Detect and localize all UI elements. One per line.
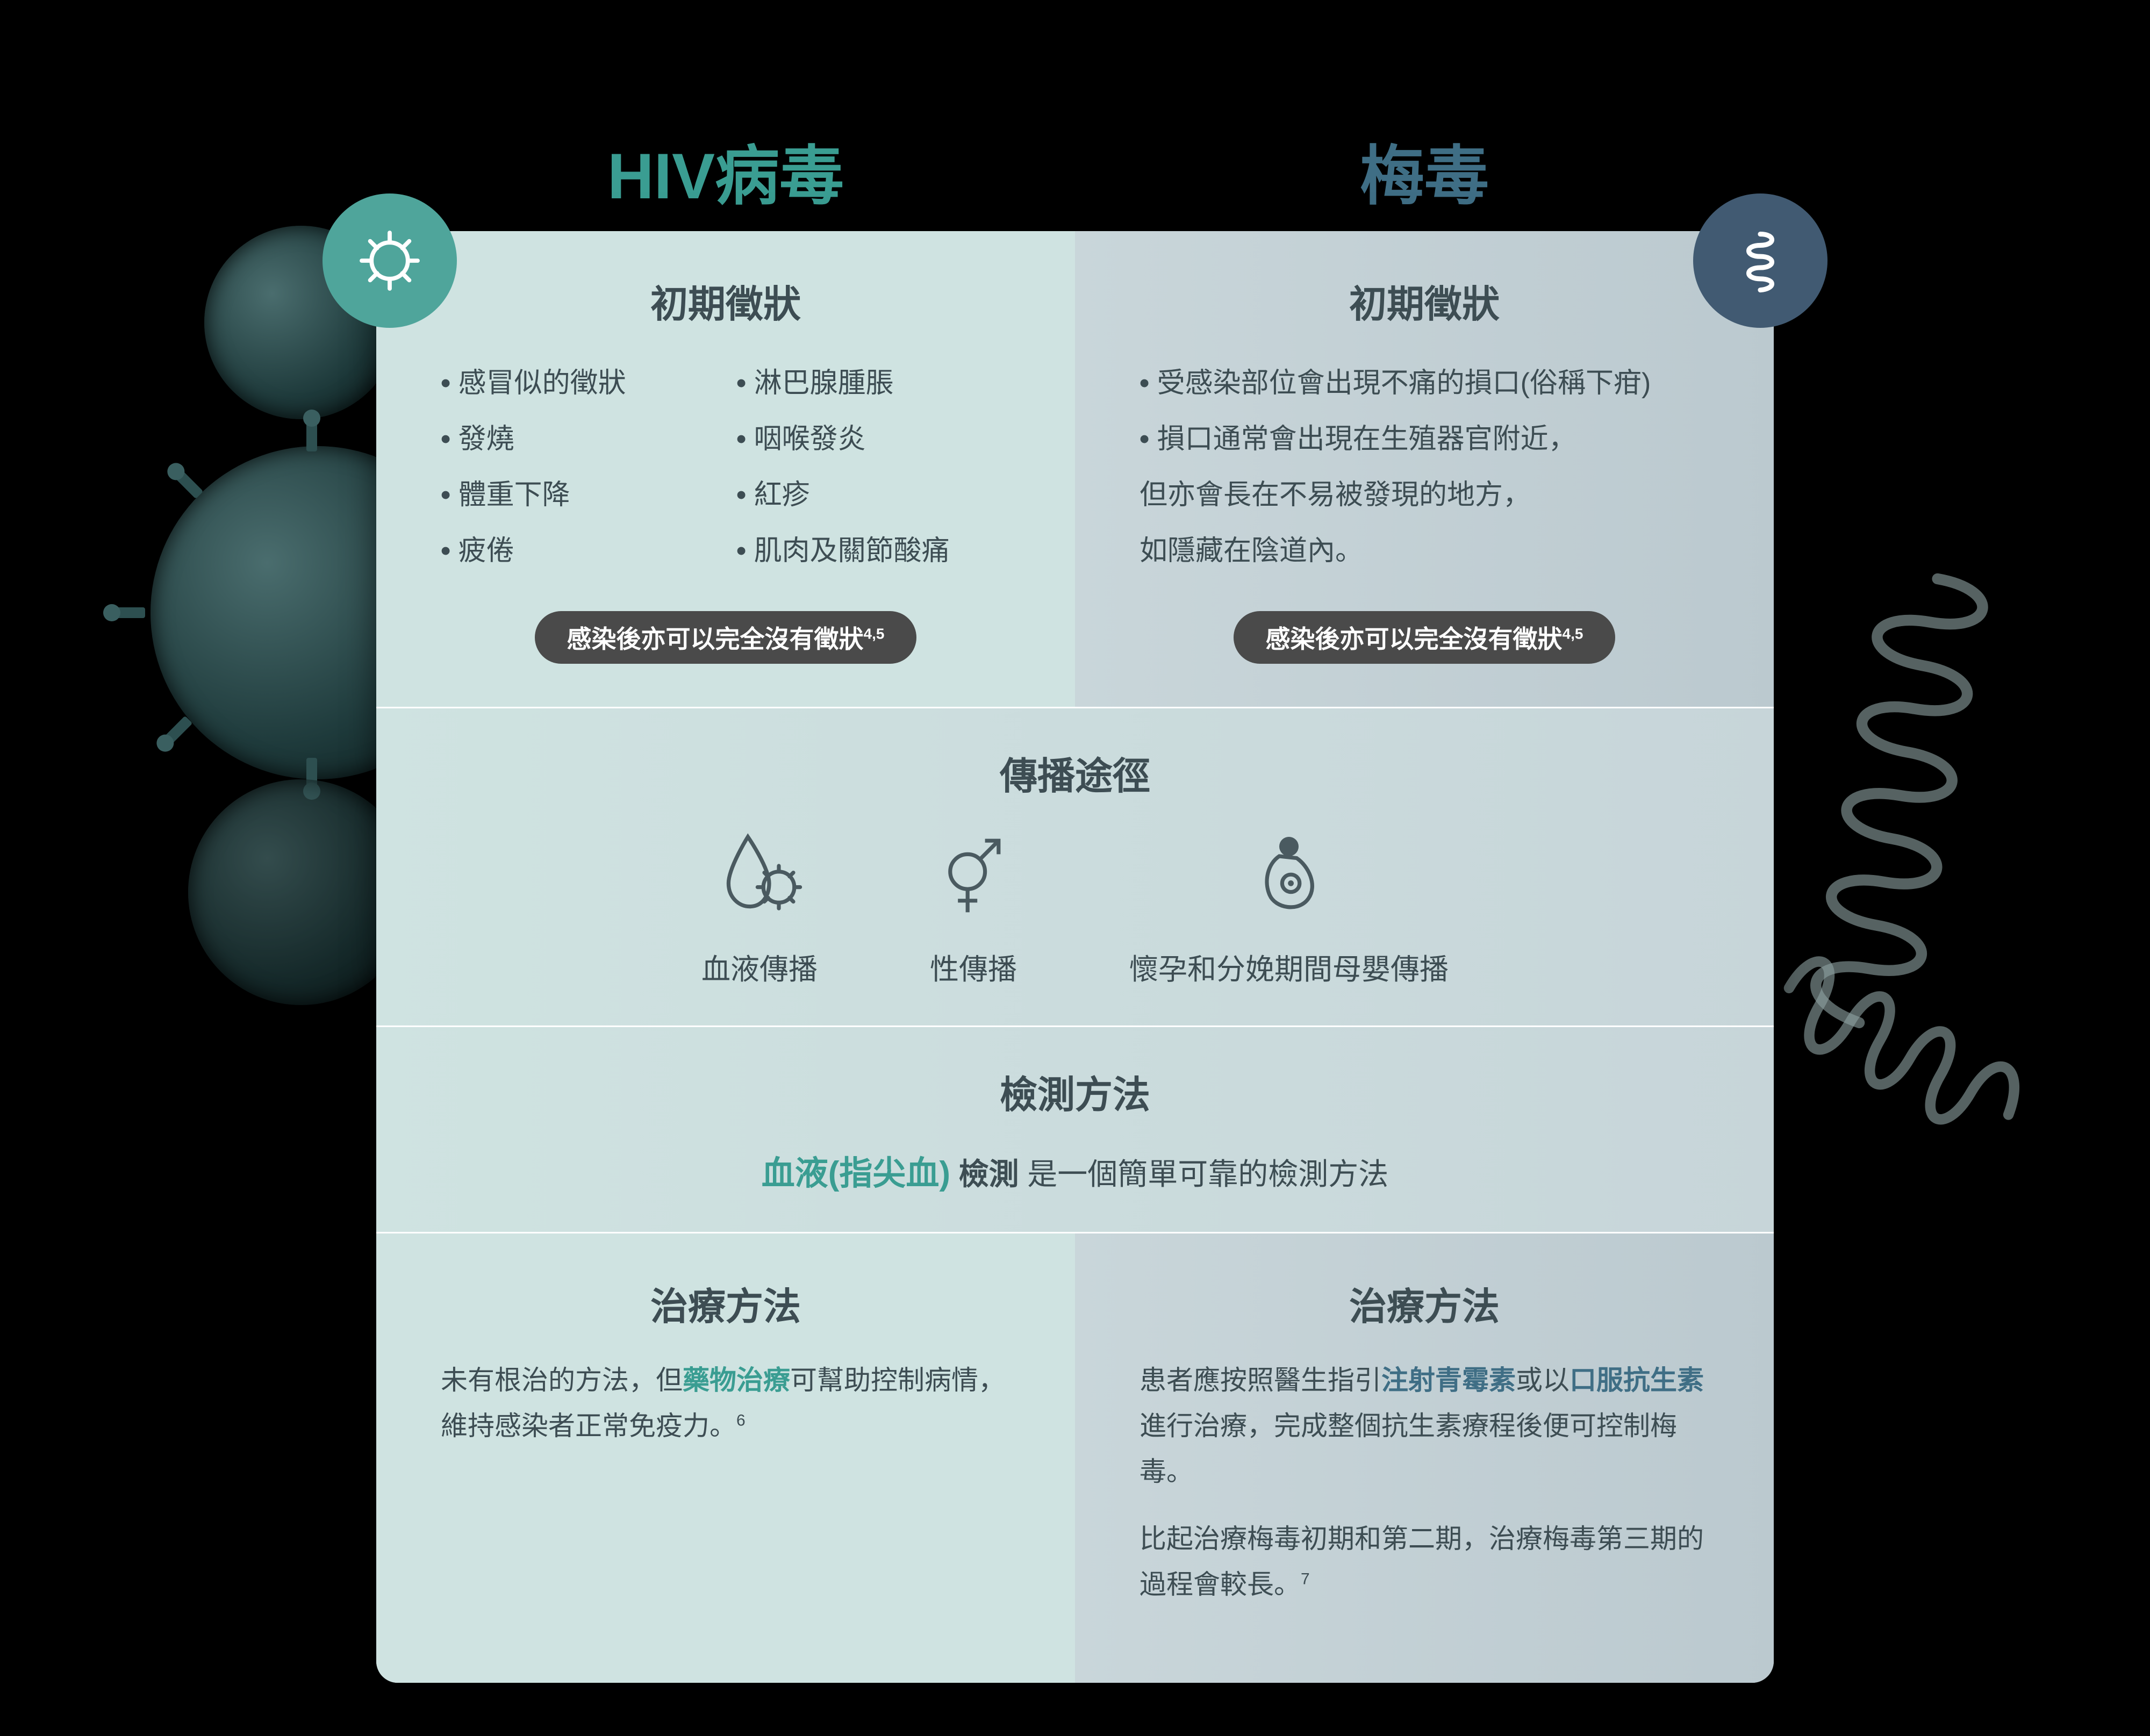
transmission-label: 血液傳播 [701, 945, 818, 988]
row-symptoms: 初期徵狀 感冒似的徵狀 發燒 體重下降 疲倦 淋巴腺腫脹 咽喉發炎 紅疹 肌肉及… [376, 231, 1774, 708]
syphilis-badge [1693, 193, 1828, 328]
pregnancy-icon [1241, 827, 1337, 924]
blood-drop-icon [711, 827, 808, 924]
hiv-title: HIV病毒 [376, 124, 1075, 217]
syphilis-symptom-item: 損口通常會出現在生殖器官附近，但亦會長在不易被發現的地方，如隱藏在陰道內。 [1140, 411, 1709, 579]
hiv-symptom-item: 咽喉發炎 [736, 411, 1010, 467]
transmission-item-blood: 血液傳播 [701, 827, 818, 988]
syphilis-treatment-cell: 治療方法 患者應按照醫生指引注射青霉素或以口服抗生素進行治療，完成整個抗生素療程… [1075, 1233, 1774, 1683]
detection-heading: 檢測方法 [441, 1065, 1709, 1119]
row-transmission: 傳播途徑 血液傳播 [376, 708, 1774, 1027]
transmission-item-mother-child: 懷孕和分娩期間母嬰傳播 [1129, 827, 1449, 988]
hiv-symptom-item: 紅疹 [736, 467, 1010, 523]
transmission-cell: 傳播途徑 血液傳播 [376, 708, 1774, 1025]
transmission-label: 性傳播 [930, 945, 1017, 988]
detection-cell: 檢測方法 血液(指尖血) 檢測 是一個簡單可靠的檢測方法 [376, 1027, 1774, 1232]
hiv-badge [322, 193, 457, 328]
hiv-treatment-text: 未有根治的方法，但藥物治療可幫助控制病情，維持感染者正常免疫力。6 [441, 1358, 1010, 1449]
virus-icon [355, 226, 425, 296]
hiv-symptom-item: 淋巴腺腫脹 [736, 355, 1010, 411]
column-titles: HIV病毒 梅毒 [376, 124, 1774, 217]
syphilis-symptoms-heading: 初期徵狀 [1140, 274, 1709, 328]
syphilis-treatment-text-2: 比起治療梅毒初期和第二期，治療梅毒第三期的過程會較長。7 [1140, 1516, 1709, 1608]
syphilis-asymptomatic-pill: 感染後亦可以完全沒有徵狀4,5 [1234, 611, 1616, 664]
comparison-card: 初期徵狀 感冒似的徵狀 發燒 體重下降 疲倦 淋巴腺腫脹 咽喉發炎 紅疹 肌肉及… [376, 231, 1774, 1683]
hiv-symptoms-heading: 初期徵狀 [441, 274, 1010, 328]
hiv-symptom-item: 發燒 [441, 411, 715, 467]
syphilis-treatment-heading: 治療方法 [1140, 1276, 1709, 1331]
transmission-label: 懷孕和分娩期間母嬰傳播 [1129, 945, 1449, 988]
gender-icon [925, 827, 1022, 924]
syphilis-symptoms-cell: 初期徵狀 受感染部位會出現不痛的損口(俗稱下疳) 損口通常會出現在生殖器官附近，… [1075, 231, 1774, 707]
syphilis-treatment-text-1: 患者應按照醫生指引注射青霉素或以口服抗生素進行治療，完成整個抗生素療程後便可控制… [1140, 1358, 1709, 1495]
hiv-symptoms-col1: 感冒似的徵狀 發燒 體重下降 疲倦 [441, 355, 715, 579]
hiv-treatment-cell: 治療方法 未有根治的方法，但藥物治療可幫助控制病情，維持感染者正常免疫力。6 [376, 1233, 1075, 1683]
detection-text: 血液(指尖血) 檢測 是一個簡單可靠的檢測方法 [441, 1146, 1709, 1194]
hiv-symptom-item: 疲倦 [441, 523, 715, 579]
hiv-symptom-item: 感冒似的徵狀 [441, 355, 715, 411]
hiv-symptoms-cell: 初期徵狀 感冒似的徵狀 發燒 體重下降 疲倦 淋巴腺腫脹 咽喉發炎 紅疹 肌肉及… [376, 231, 1075, 707]
syphilis-title: 梅毒 [1075, 124, 1774, 217]
hiv-symptom-item: 體重下降 [441, 467, 715, 523]
syphilis-symptoms-list: 受感染部位會出現不痛的損口(俗稱下疳) 損口通常會出現在生殖器官附近，但亦會長在… [1140, 355, 1709, 579]
hiv-symptoms-col2: 淋巴腺腫脹 咽喉發炎 紅疹 肌肉及關節酸痛 [736, 355, 1010, 579]
row-treatment: 治療方法 未有根治的方法，但藥物治療可幫助控制病情，維持感染者正常免疫力。6 治… [376, 1233, 1774, 1683]
syphilis-symptom-item: 受感染部位會出現不痛的損口(俗稱下疳) [1140, 355, 1709, 411]
hiv-symptom-item: 肌肉及關節酸痛 [736, 523, 1010, 579]
hiv-asymptomatic-pill: 感染後亦可以完全沒有徵狀4,5 [535, 611, 917, 664]
transmission-item-sexual: 性傳播 [925, 827, 1022, 988]
row-detection: 檢測方法 血液(指尖血) 檢測 是一個簡單可靠的檢測方法 [376, 1027, 1774, 1233]
spiral-icon [1725, 226, 1795, 296]
hiv-treatment-heading: 治療方法 [441, 1276, 1010, 1331]
transmission-heading: 傳播途徑 [441, 746, 1709, 800]
